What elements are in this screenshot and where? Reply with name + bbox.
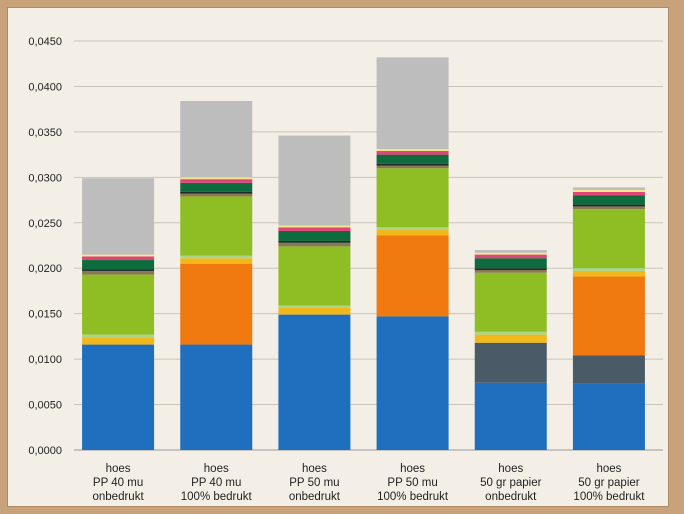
bar-segment: [278, 225, 351, 228]
y-tick-label: 0,0300: [28, 172, 62, 184]
bar-stack: [572, 187, 645, 450]
y-tick-label: 0,0350: [28, 127, 62, 139]
y-axis-ticks: 0,0000 0,0050 0,0100 0,0150 0,0200 0,0250 0,03…: [28, 36, 62, 457]
bar-segment: [376, 235, 449, 317]
bar-segment: [572, 270, 645, 277]
bar-segment: [572, 204, 645, 207]
bar-segment: [82, 256, 155, 261]
bar-segment: [82, 344, 155, 450]
x-tick-label: hoes PP 50 mu onbedrukt: [289, 463, 341, 503]
bar-segment: [572, 276, 645, 356]
bar-segment: [82, 334, 155, 338]
stacked-bar-chart: 0,0000 0,0050 0,0100 0,0150 0,0200 0,0250 0,03…: [28, 36, 663, 503]
x-tick-label: hoes 50 gr papier onbedrukt: [480, 463, 542, 503]
bar-stack: [278, 135, 351, 450]
bar-segment: [82, 270, 155, 275]
y-tick-label: 0,0400: [28, 81, 62, 93]
bar-segment: [572, 190, 645, 192]
y-tick-label: 0,0250: [28, 218, 62, 230]
bar-segment: [572, 355, 645, 384]
bar-segment: [474, 254, 547, 259]
bar-segment: [376, 154, 449, 164]
bar-segment: [474, 272, 547, 332]
bar-segment: [82, 274, 155, 335]
bar-segment: [82, 254, 155, 257]
y-tick-label: 0,0200: [28, 263, 62, 275]
bar-segment: [180, 258, 253, 264]
bar-segment: [474, 334, 547, 343]
bar-segment: [376, 230, 449, 236]
bar-segment: [474, 258, 547, 269]
bar-stack: [82, 178, 155, 450]
y-tick-label: 0,0000: [28, 445, 62, 457]
bar-segment: [376, 163, 449, 166]
bar-segment: [278, 305, 351, 308]
y-tick-label: 0,0150: [28, 309, 62, 321]
bar-segment: [180, 191, 253, 194]
bar-stack: [180, 100, 253, 450]
bar-segment: [82, 178, 155, 255]
bar-segment: [180, 179, 253, 183]
bar-segment: [278, 307, 351, 315]
bar-segment: [376, 316, 449, 450]
bar-segment: [180, 177, 253, 180]
bar-segment: [376, 149, 449, 151]
x-tick-label: hoes 50 gr papier 100% bedrukt: [573, 463, 645, 503]
bar-segment: [82, 337, 155, 345]
bar-segment: [180, 193, 253, 197]
bar-segment: [278, 242, 351, 247]
gridlines: [74, 40, 663, 451]
bar-segment: [572, 383, 645, 450]
x-tick-label: hoes PP 40 mu onbedrukt: [93, 463, 145, 503]
bar-segment: [278, 246, 351, 306]
bar-segment: [278, 314, 351, 450]
bar-segment: [474, 382, 547, 450]
bar-segment: [180, 263, 253, 345]
x-tick-label: hoes PP 50 mu 100% bedrukt: [377, 463, 449, 503]
bars: [82, 57, 645, 450]
bar-segment: [474, 250, 547, 253]
x-axis-labels: hoes PP 40 mu onbedrukt hoes PP 40 mu 100% be…: [93, 463, 646, 503]
bar-segment: [474, 331, 547, 335]
bar-segment: [376, 227, 449, 231]
x-tick-label: hoes PP 40 mu 100% bedrukt: [181, 463, 253, 503]
bar-segment: [180, 196, 253, 256]
bar-segment: [376, 165, 449, 169]
bar-segment: [572, 195, 645, 205]
bar-segment: [474, 252, 547, 255]
y-tick-label: 0,0050: [28, 400, 62, 412]
bar-segment: [180, 344, 253, 450]
bar-segment: [82, 260, 155, 270]
bar-segment: [572, 206, 645, 210]
bar-segment: [180, 255, 253, 259]
bar-stack: [376, 57, 449, 450]
bar-segment: [474, 268, 547, 271]
bar-segment: [278, 135, 351, 226]
bar-segment: [376, 57, 449, 150]
bar-segment: [180, 182, 253, 192]
bar-segment: [376, 168, 449, 228]
chart-frame: 0,0000 0,0050 0,0100 0,0150 0,0200 0,0250 0,03…: [8, 8, 668, 506]
bar-segment: [376, 150, 449, 155]
bar-segment: [572, 187, 645, 191]
bar-segment: [180, 100, 253, 178]
bar-segment: [474, 342, 547, 383]
bar-segment: [572, 268, 645, 271]
bar-segment: [278, 240, 351, 243]
bar-segment: [572, 209, 645, 269]
y-tick-label: 0,0100: [28, 354, 62, 366]
bar-stack: [474, 250, 547, 450]
bar-segment: [82, 269, 155, 271]
bar-segment: [278, 227, 351, 231]
y-tick-label: 0,0450: [28, 36, 62, 48]
bar-segment: [278, 230, 351, 241]
bar-segment: [474, 270, 547, 273]
bar-segment: [572, 191, 645, 196]
